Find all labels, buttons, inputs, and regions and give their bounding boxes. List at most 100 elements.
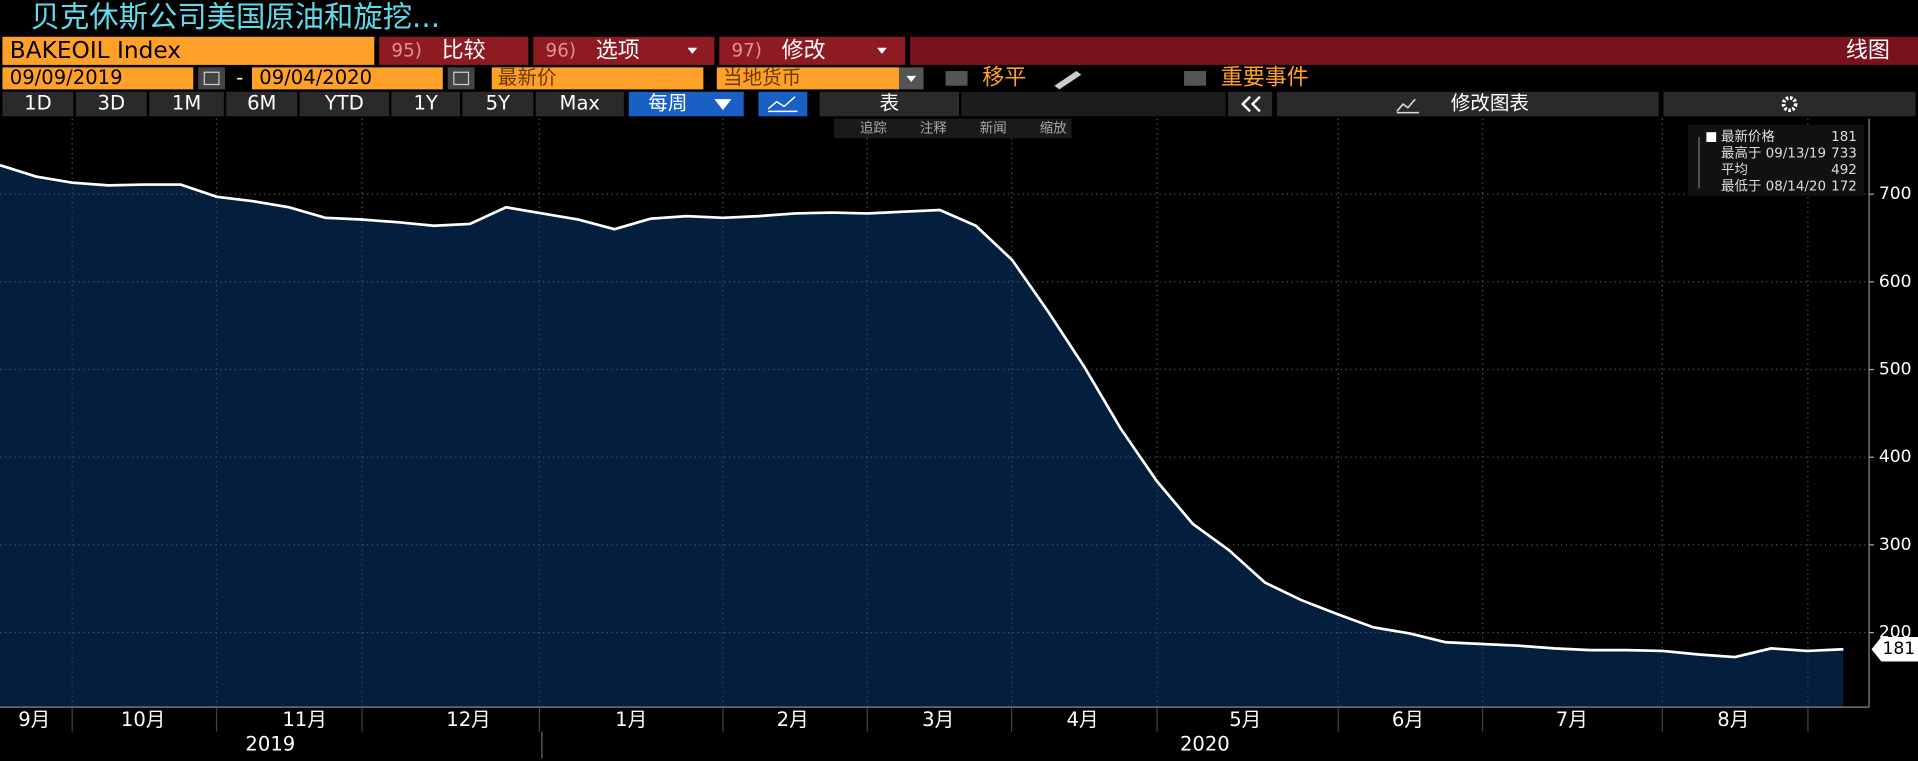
button[interactable] xyxy=(533,36,715,65)
x-tick-label: 8月 xyxy=(1717,708,1749,731)
ticker: BAKEOIL Index xyxy=(10,37,181,64)
end-date: 09/04/2020 xyxy=(259,66,372,89)
checkbox[interactable] xyxy=(1184,71,1207,86)
last-value-label: 181 xyxy=(1883,639,1916,659)
button-label: 选项 xyxy=(596,38,640,63)
period-button[interactable] xyxy=(2,91,74,117)
y-tick-label: 300 xyxy=(1879,535,1912,555)
period-label: 1M xyxy=(172,92,201,115)
period-button[interactable] xyxy=(226,91,298,117)
period-label: Max xyxy=(560,92,600,115)
dropdown-arrow xyxy=(877,47,887,54)
legend-label: 最新价格 xyxy=(1721,129,1775,145)
table-button[interactable] xyxy=(819,91,959,117)
tool: 注释 xyxy=(920,121,947,137)
header-bar xyxy=(910,36,1918,65)
x-tick-label: 12月 xyxy=(446,708,490,731)
calendar-icon[interactable] xyxy=(447,67,475,90)
legend-swatch xyxy=(1706,132,1717,142)
area xyxy=(0,165,1844,708)
period-label: 6M xyxy=(247,92,276,115)
collapse-icon xyxy=(1241,95,1261,113)
x-tick-label: 3月 xyxy=(922,708,954,731)
period-button[interactable] xyxy=(149,91,224,117)
legend: 最新价格 181 最高于 09/13/19 733 平均 492 最低于 08/14/20 1… xyxy=(1688,124,1865,196)
currency-box[interactable] xyxy=(716,67,900,90)
button[interactable] xyxy=(379,36,529,65)
dropdown-arrow xyxy=(687,47,698,54)
button-label: 修改 xyxy=(782,38,826,63)
checkbox[interactable] xyxy=(945,71,968,86)
chart-tools: 追踪 注释 新闻 缩放 xyxy=(834,118,1072,139)
x-tick-label: 6月 xyxy=(1392,708,1424,731)
y-tick-label: 500 xyxy=(1879,360,1912,380)
table: 表 xyxy=(879,92,899,115)
x-tick-label: 9月 xyxy=(18,708,50,731)
title: 贝克休斯公司美国原油和旋挖... xyxy=(31,0,440,34)
button[interactable] xyxy=(719,36,906,65)
ticker-box[interactable] xyxy=(2,36,375,65)
button-code: 95) xyxy=(391,40,421,61)
date-sep: - xyxy=(236,66,243,89)
year-label: 2020 xyxy=(1180,733,1230,756)
x-tick-label: 7月 xyxy=(1556,708,1588,731)
date-box[interactable] xyxy=(251,67,443,90)
legend-value: 172 xyxy=(1831,180,1857,195)
button-code: 96) xyxy=(546,40,576,61)
legend-value: 492 xyxy=(1831,163,1857,178)
tool: 新闻 xyxy=(980,121,1007,137)
period-button[interactable] xyxy=(462,91,534,117)
edit-chart: 修改图表 xyxy=(1451,92,1529,115)
x-tick-label: 5月 xyxy=(1229,708,1261,731)
frequency: 每周 xyxy=(648,92,687,115)
calendar-glyph xyxy=(453,71,470,86)
period-label: YTD xyxy=(324,92,364,115)
field: 最新价 xyxy=(498,66,557,89)
collapse-button[interactable] xyxy=(1228,91,1273,117)
period-label: 3D xyxy=(98,92,126,115)
legend-label: 最高于 09/13/19 xyxy=(1721,145,1826,162)
y-tick-label: 700 xyxy=(1879,184,1912,204)
events: 重要事件 xyxy=(1221,65,1309,90)
line-icon xyxy=(767,96,798,113)
currency: 当地货币 xyxy=(723,66,801,89)
empty-field xyxy=(961,91,1226,117)
x-tick-label: 11月 xyxy=(282,708,326,731)
chart-kind: 线图 xyxy=(1846,38,1890,63)
settings-button[interactable] xyxy=(1663,91,1916,117)
legend-box xyxy=(1688,124,1865,196)
period-button[interactable] xyxy=(535,91,624,117)
edit-chart-button[interactable] xyxy=(1277,91,1659,117)
legend-value: 181 xyxy=(1831,130,1857,145)
period-label: 5Y xyxy=(486,92,510,115)
period-label: 1Y xyxy=(413,92,437,115)
tool: 缩放 xyxy=(1040,121,1067,137)
year-label: 2019 xyxy=(245,733,295,756)
y-tick-label: 600 xyxy=(1879,272,1912,292)
period-button[interactable] xyxy=(75,91,147,117)
button-code: 97) xyxy=(731,40,761,61)
field-box[interactable] xyxy=(491,67,704,90)
legend-label: 平均 xyxy=(1721,162,1748,178)
dropdown-arrow xyxy=(906,75,917,83)
line-icon-button[interactable] xyxy=(758,91,808,117)
start-date: 09/09/2019 xyxy=(10,66,123,89)
date-box[interactable] xyxy=(2,67,194,90)
period-button[interactable] xyxy=(391,91,460,117)
x-tick-label: 1月 xyxy=(615,708,647,731)
calendar-icon[interactable] xyxy=(198,67,226,90)
button-label: 比较 xyxy=(442,38,486,63)
y-tick-label: 400 xyxy=(1879,447,1912,467)
period-button[interactable] xyxy=(299,91,389,117)
period-label: 1D xyxy=(24,92,52,115)
x-tick-label: 4月 xyxy=(1067,708,1099,731)
x-tick-label: 10月 xyxy=(121,708,165,731)
pencil-icon xyxy=(1054,71,1082,90)
dropdown-arrow xyxy=(714,99,732,111)
legend-label: 最低于 08/14/20 xyxy=(1721,179,1826,195)
line xyxy=(0,163,1844,659)
calendar-glyph xyxy=(203,71,220,86)
x-tick-label: 2月 xyxy=(777,708,809,731)
